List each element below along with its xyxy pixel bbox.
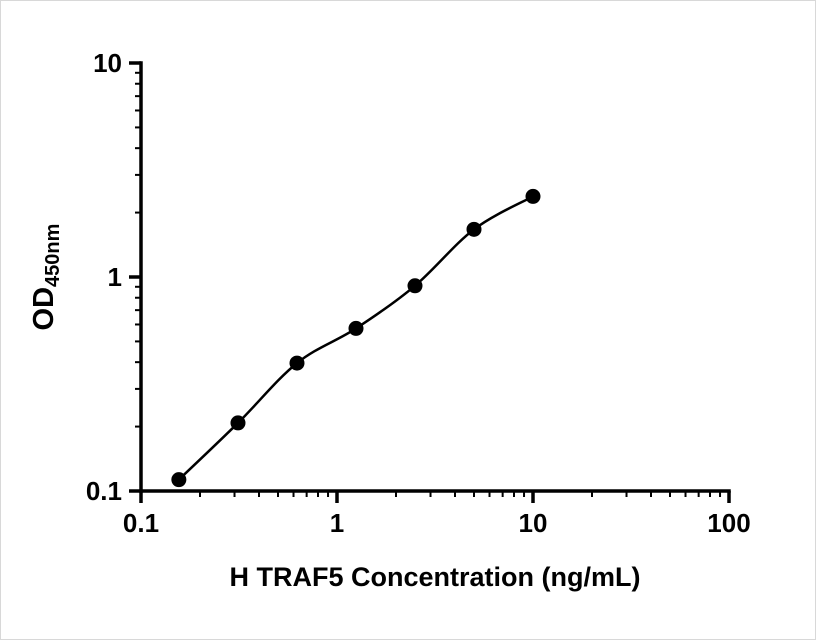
x-tick-label: 10 xyxy=(519,508,548,538)
x-tick-label: 1 xyxy=(330,508,344,538)
y-axis-title-main: OD xyxy=(28,287,60,331)
y-axis-title-subscript: 450nm xyxy=(42,224,64,287)
data-point-marker xyxy=(407,278,423,294)
data-point-marker xyxy=(525,188,541,204)
y-tick-label: 10 xyxy=(93,48,122,78)
data-point-marker xyxy=(348,320,364,336)
x-tick-label: 0.1 xyxy=(123,508,159,538)
data-point-marker xyxy=(289,355,305,371)
x-tick-label: 100 xyxy=(707,508,750,538)
data-point-marker xyxy=(466,221,482,237)
standard-curve-line xyxy=(177,195,534,481)
y-axis-title: OD450nm xyxy=(28,224,64,331)
x-axis-title: H TRAF5 Concentration (ng/mL) xyxy=(230,562,641,592)
data-point-marker xyxy=(171,472,187,488)
y-tick-label: 0.1 xyxy=(86,476,122,506)
data-point-marker xyxy=(230,415,246,431)
y-tick-label: 1 xyxy=(108,262,122,292)
